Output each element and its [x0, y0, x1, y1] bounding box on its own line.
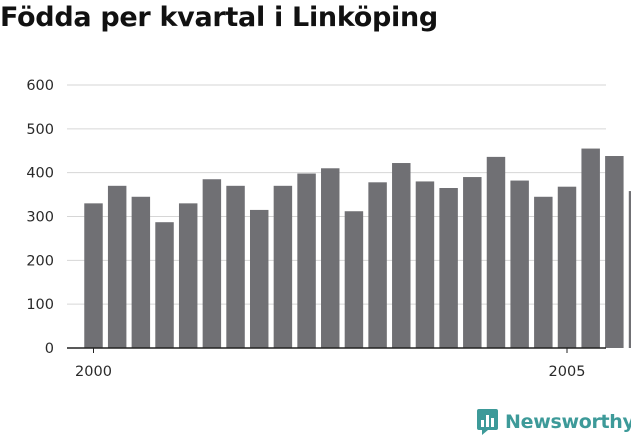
y-tick-label: 500 [26, 122, 54, 138]
bar [368, 182, 387, 348]
brand-name: Newsworthy [505, 411, 631, 433]
y-tick-label: 0 [45, 341, 54, 357]
bar [392, 163, 411, 348]
bar-chart-logo-icon [477, 409, 498, 435]
bar [415, 181, 435, 348]
bar [344, 211, 364, 348]
bar [297, 173, 316, 348]
bar [131, 196, 151, 348]
y-tick-label: 300 [26, 210, 54, 226]
y-tick-label: 200 [26, 253, 54, 269]
bar [155, 222, 174, 348]
bar [273, 185, 293, 348]
bar [605, 156, 624, 348]
x-tick-label: 2005 [549, 364, 586, 380]
bar [510, 180, 529, 348]
chart-title: Födda per kvartal i Linköping [0, 2, 438, 33]
bar [581, 148, 600, 348]
bar [628, 191, 631, 348]
bar [463, 177, 482, 348]
bar [439, 188, 458, 348]
y-tick-label: 600 [26, 78, 54, 94]
bar [178, 203, 198, 348]
x-tick-label: 2000 [75, 364, 112, 380]
bar [249, 209, 269, 348]
bar [321, 168, 340, 348]
bar [202, 179, 222, 348]
bar [84, 203, 103, 348]
bar [486, 156, 506, 348]
y-tick-label: 400 [26, 166, 54, 182]
newsworthy-logo: Newsworthy [476, 407, 631, 437]
bar [557, 186, 577, 348]
bar [107, 185, 127, 348]
bar [534, 196, 553, 348]
bar [226, 185, 245, 348]
y-tick-label: 100 [26, 297, 54, 313]
